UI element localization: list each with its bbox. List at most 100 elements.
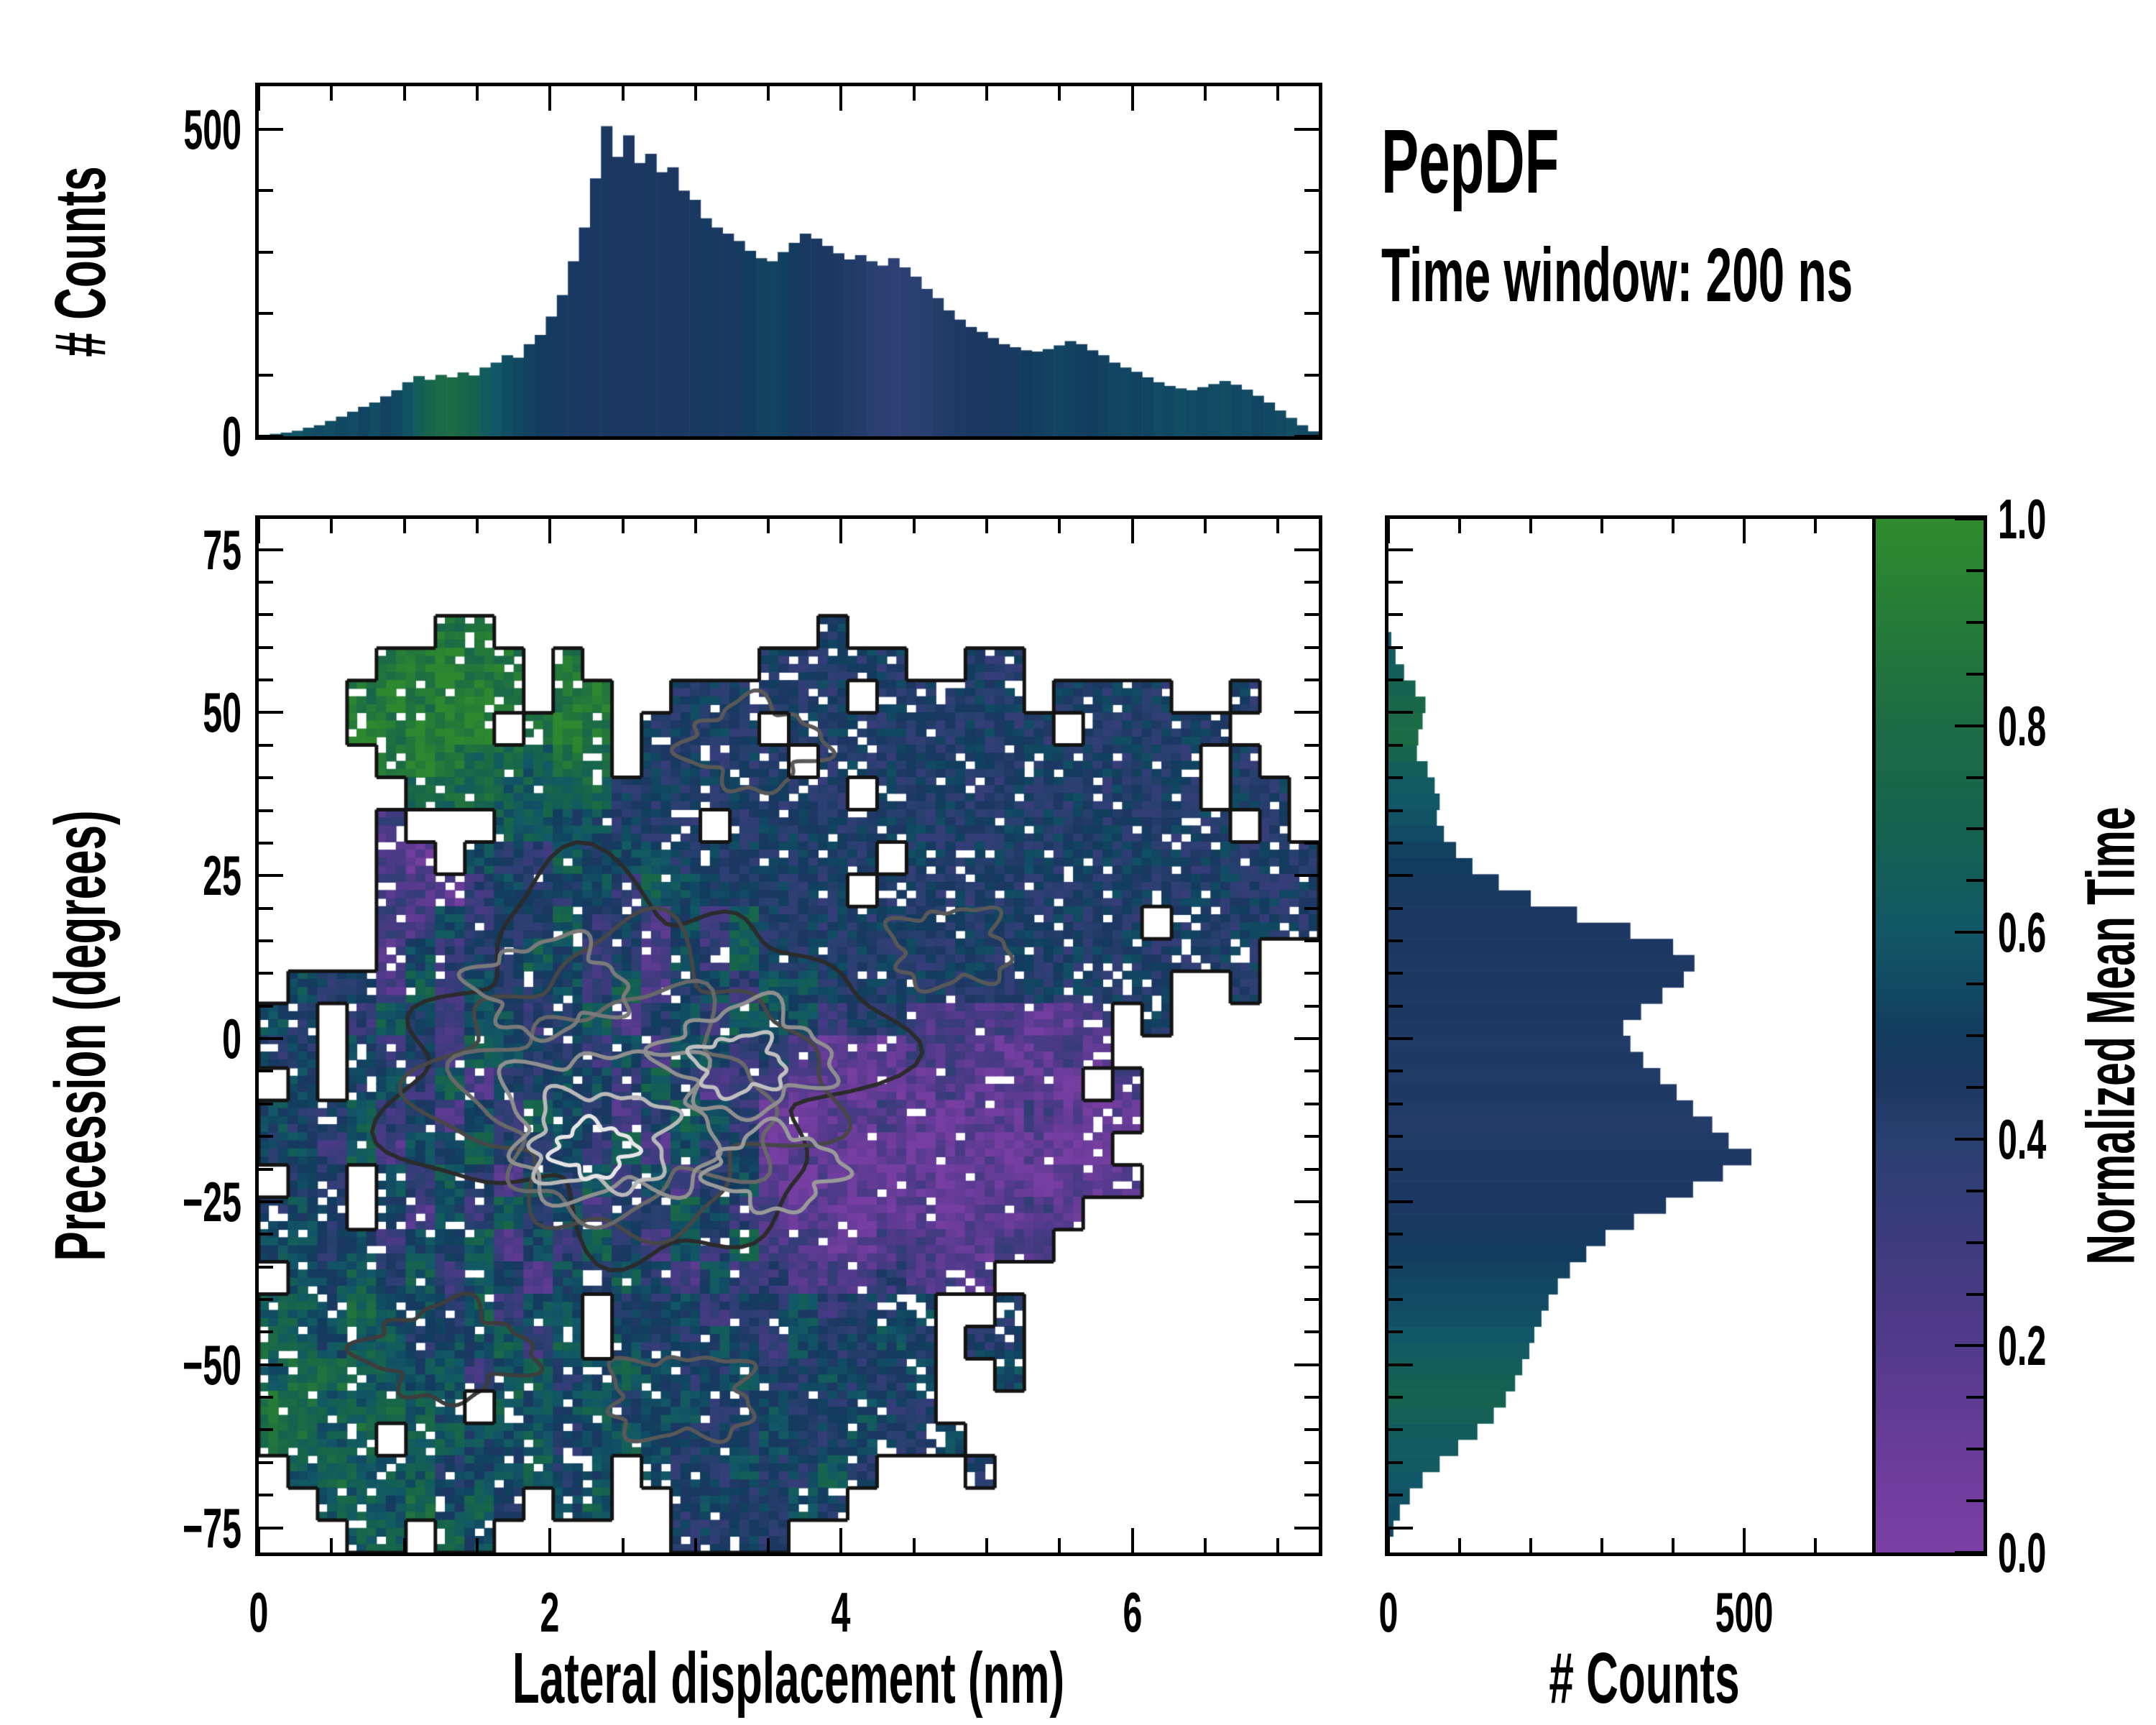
tick-mark	[402, 86, 406, 101]
colorbar-tick-label: 1.0	[1998, 487, 2047, 551]
colorbar-tick-label: 0.8	[1998, 694, 2047, 758]
top-hist-y-tick-label: 500	[183, 97, 241, 161]
tick-mark	[1966, 776, 1984, 779]
tick-mark	[1304, 373, 1319, 377]
tick-mark	[330, 519, 333, 533]
tick-mark	[1304, 189, 1319, 193]
main-heatmap-panel	[255, 515, 1322, 1556]
tick-mark	[259, 809, 273, 812]
tick-mark	[1294, 874, 1319, 878]
tick-mark	[1955, 931, 1984, 934]
tick-mark	[1388, 841, 1403, 845]
colorbar-tick-label: 0.2	[1998, 1314, 2047, 1378]
tick-mark	[1304, 841, 1319, 845]
tick-mark	[259, 939, 273, 942]
tick-mark	[1600, 519, 1604, 533]
tick-mark	[1388, 1330, 1403, 1334]
tick-mark	[1529, 1538, 1533, 1552]
colorbar-tick-label: 0.6	[1998, 901, 2047, 965]
tick-mark	[1294, 127, 1319, 131]
colorbar	[1872, 515, 1987, 1556]
tick-mark	[1304, 645, 1319, 649]
main-x-tick-label: 4	[831, 1581, 851, 1644]
tick-mark	[1304, 1233, 1319, 1236]
tick-mark	[1130, 1528, 1134, 1552]
tick-mark	[1966, 827, 1984, 831]
main-heatmap-canvas	[259, 519, 1319, 1552]
main-y-tick-label: −50	[182, 1333, 241, 1397]
tick-mark	[1304, 312, 1319, 316]
tick-mark	[1294, 1526, 1319, 1530]
tick-mark	[839, 519, 843, 543]
tick-mark	[259, 1330, 273, 1334]
tick-mark	[259, 435, 283, 438]
tick-mark	[1388, 1494, 1403, 1497]
tick-mark	[1304, 972, 1319, 975]
tick-mark	[912, 1538, 916, 1552]
tick-mark	[1814, 1538, 1818, 1552]
tick-mark	[259, 874, 283, 878]
tick-mark	[1966, 1241, 1984, 1244]
tick-mark	[1304, 1004, 1319, 1008]
tick-mark	[1966, 620, 1984, 624]
tick-mark	[330, 1538, 333, 1552]
tick-mark	[1388, 1167, 1403, 1171]
tick-mark	[1130, 519, 1134, 543]
tick-mark	[259, 1428, 273, 1432]
tick-mark	[548, 519, 552, 543]
tick-mark	[259, 581, 273, 584]
tick-mark	[767, 86, 770, 101]
figure-subtitle: Time window: 200 ns	[1381, 233, 1853, 318]
tick-mark	[259, 1297, 273, 1301]
tick-mark	[694, 86, 697, 101]
tick-mark	[1388, 776, 1403, 780]
tick-mark	[259, 776, 273, 780]
tick-mark	[1388, 548, 1413, 551]
tick-mark	[475, 1538, 479, 1552]
tick-mark	[1966, 672, 1984, 676]
tick-mark	[1955, 1137, 1984, 1141]
tick-mark	[475, 519, 479, 533]
tick-mark	[259, 312, 273, 316]
tick-mark	[694, 519, 697, 533]
tick-mark	[1388, 972, 1403, 975]
tick-mark	[1388, 1428, 1403, 1432]
main-x-tick-label: 0	[249, 1581, 269, 1644]
main-y-tick-label: −25	[182, 1169, 241, 1233]
top-hist-ylabel: # Counts	[40, 166, 121, 357]
main-x-tick-label: 6	[1123, 1581, 1143, 1644]
tick-mark	[912, 519, 916, 533]
tick-mark	[1304, 1428, 1319, 1432]
tick-mark	[259, 127, 283, 131]
tick-mark	[1388, 678, 1403, 682]
colorbar-tick-label: 0.0	[1998, 1521, 2047, 1584]
tick-mark	[1955, 1551, 1984, 1554]
tick-mark	[1304, 809, 1319, 812]
tick-mark	[259, 1460, 273, 1464]
colorbar-label: Normalized Mean Time	[2073, 806, 2150, 1265]
tick-mark	[1388, 1004, 1403, 1008]
tick-mark	[1672, 519, 1675, 533]
tick-mark	[402, 1538, 406, 1552]
tick-mark	[1955, 724, 1984, 727]
tick-mark	[1743, 1528, 1746, 1552]
tick-mark	[1955, 518, 1984, 520]
tick-mark	[1388, 613, 1403, 617]
tick-mark	[1529, 519, 1533, 533]
tick-mark	[1304, 1167, 1319, 1171]
main-ylabel: Precession (degrees)	[40, 810, 121, 1261]
tick-mark	[985, 519, 989, 533]
tick-mark	[1955, 1344, 1984, 1348]
tick-mark	[1966, 1189, 1984, 1192]
tick-mark	[1304, 1297, 1319, 1301]
tick-mark	[1276, 86, 1280, 101]
tick-mark	[1388, 1037, 1413, 1041]
tick-mark	[259, 250, 273, 254]
tick-mark	[259, 711, 283, 714]
right-hist-x-tick-label: 0	[1378, 1581, 1399, 1644]
tick-mark	[330, 86, 333, 101]
tick-mark	[402, 519, 406, 533]
figure-title: PepDF	[1381, 111, 1560, 212]
tick-mark	[767, 1538, 770, 1552]
